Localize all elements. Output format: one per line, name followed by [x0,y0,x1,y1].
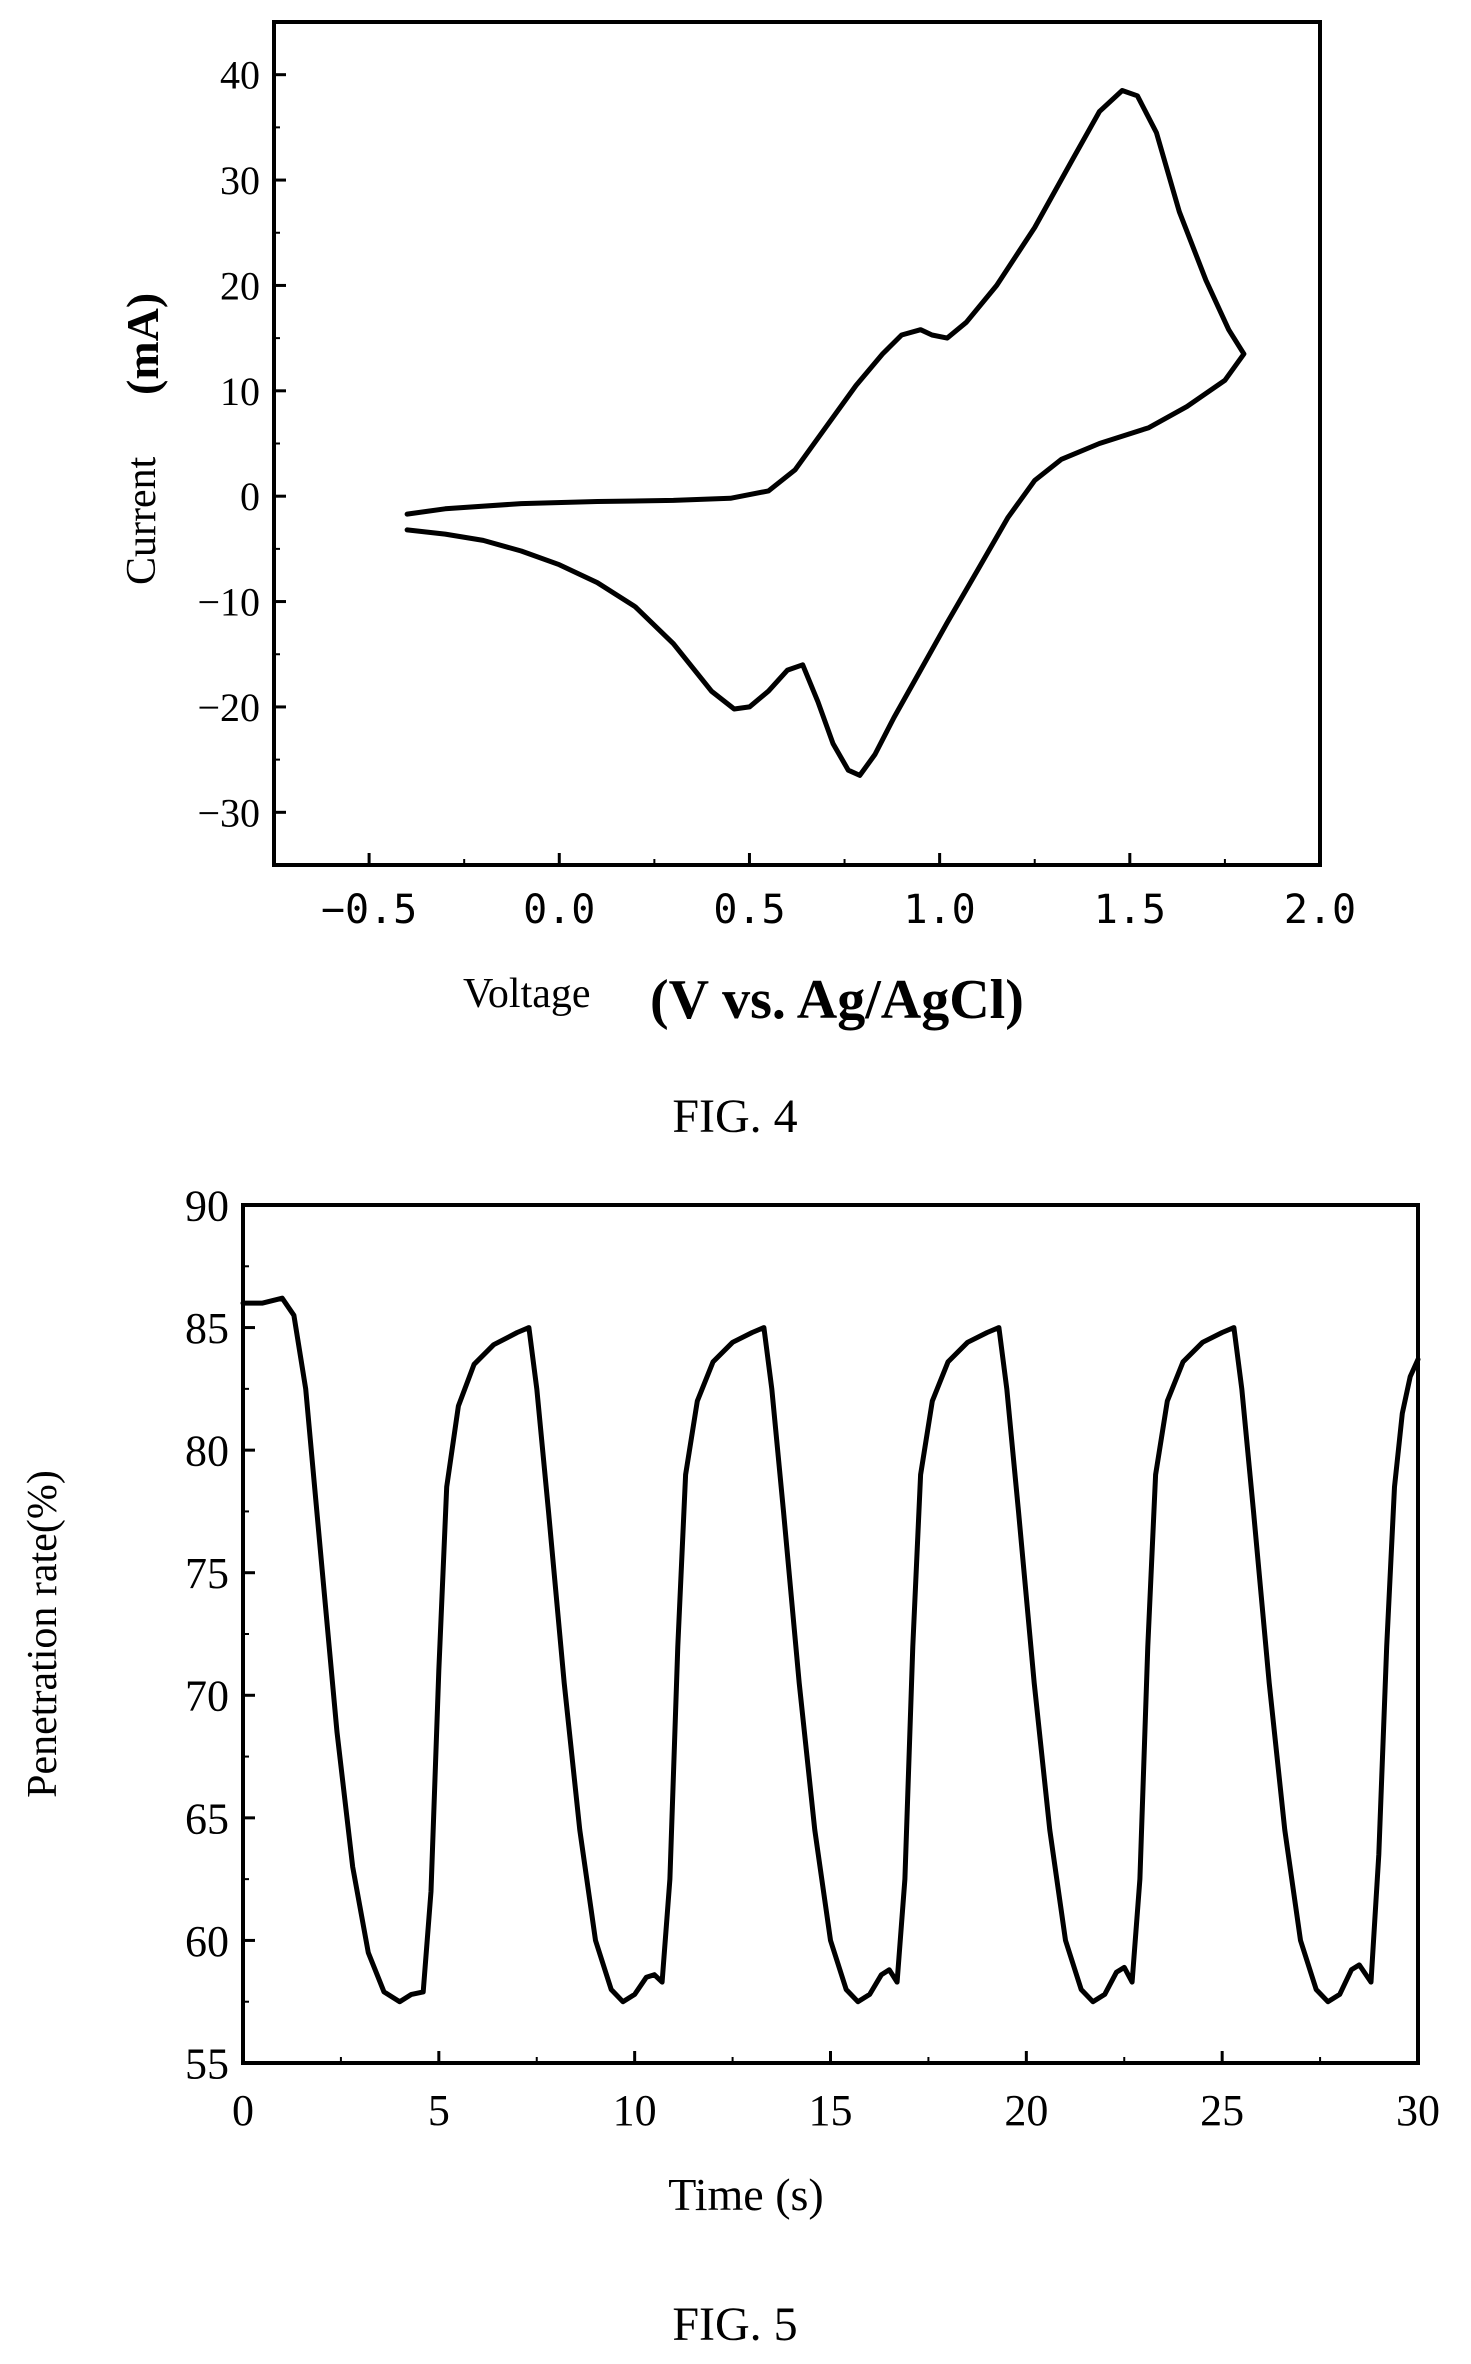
x-tick-label: 0.5 [713,887,785,933]
fig4-y-axis-title-main: Current [119,456,165,585]
fig5-chart: 55 60 65 70 75 80 85 90 0 5 10 15 20 25 30 Penetratio… [20,1181,1440,2351]
x-tick-label: 0.0 [523,887,595,933]
fig5-y-axis-title: Penetration rate(%) [20,1470,66,1798]
y-tick-label: 10 [220,369,260,414]
y-tick-label: 80 [185,1427,229,1476]
fig4-chart: −30 −20 −10 0 10 20 30 40 −0.5 0.0 0.5 1.0 1.5 2.0 C… [117,20,1356,1143]
fig4-tick-marks [273,21,1322,866]
x-tick-label: −0.5 [321,887,417,933]
fig5-caption: FIG. 5 [672,2298,797,2351]
x-tick-label: 10 [613,2086,657,2135]
y-tick-label: 90 [185,1181,229,1230]
fig4-caption: FIG. 4 [672,1090,797,1143]
fig4-x-axis-title-main: Voltage [463,971,591,1017]
y-tick-label: 60 [185,1917,229,1966]
x-tick-label: 5 [428,2086,450,2135]
fig4-x-axis-title-units: (V vs. Ag/AgCl) [650,969,1024,1031]
y-tick-label: 65 [185,1794,229,1843]
x-tick-label: 15 [809,2086,853,2135]
fig4-cv-curve [404,88,1247,778]
x-tick-label: 1.5 [1094,887,1166,933]
y-tick-label: 85 [185,1304,229,1353]
y-tick-label: −10 [197,580,260,625]
fig5-x-axis-title: Time (s) [668,2169,824,2220]
y-tick-label: 30 [220,158,260,203]
y-tick-label: −20 [197,685,260,730]
fig5-transmittance-curve [240,1295,1421,2005]
x-tick-label: 1.0 [904,887,976,933]
x-tick-label: 2.0 [1284,887,1356,933]
y-tick-label: 70 [185,1672,229,1721]
fig4-y-tick-labels: −30 −20 −10 0 10 20 30 40 [197,53,260,836]
fig4-y-axis-title-units: (mA) [117,293,168,395]
x-tick-label: 30 [1396,2086,1440,2135]
y-tick-label: 40 [220,53,260,98]
y-tick-label: 0 [240,474,260,519]
y-tick-label: −30 [197,790,260,835]
x-tick-label: 20 [1004,2086,1048,2135]
y-tick-label: 55 [185,2039,229,2088]
x-tick-label: 25 [1200,2086,1244,2135]
fig5-tick-marks [241,1203,1420,2065]
y-tick-label: 20 [220,263,260,308]
y-tick-label: 75 [185,1549,229,1598]
fig4-x-tick-labels: −0.5 0.0 0.5 1.0 1.5 2.0 [321,887,1356,933]
x-tick-label: 0 [232,2086,254,2135]
fig5-x-tick-labels: 0 5 10 15 20 25 30 [232,2086,1440,2135]
fig5-y-tick-labels: 55 60 65 70 75 80 85 90 [185,1181,229,2088]
